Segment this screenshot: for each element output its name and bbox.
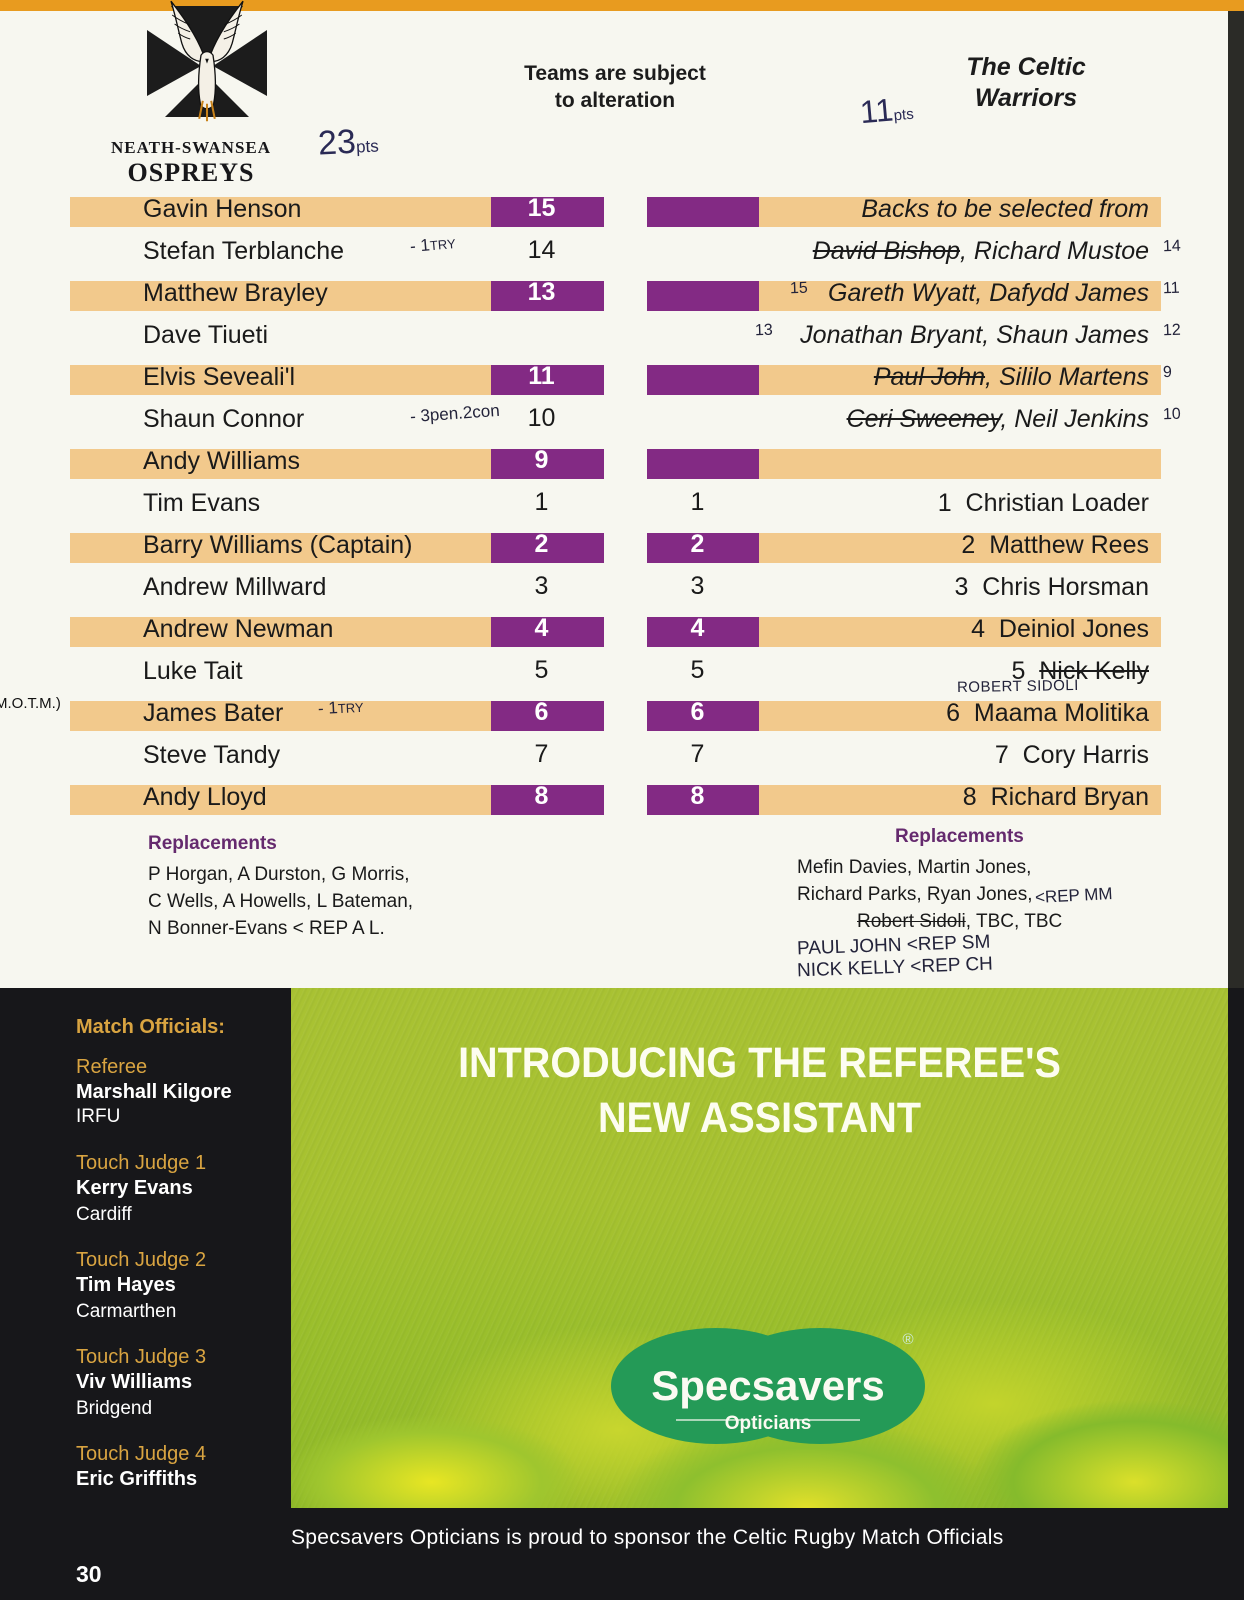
svg-text:Specsavers: Specsavers [651, 1362, 885, 1409]
svg-text:®: ® [902, 1331, 913, 1348]
svg-text:Opticians: Opticians [725, 1413, 812, 1434]
